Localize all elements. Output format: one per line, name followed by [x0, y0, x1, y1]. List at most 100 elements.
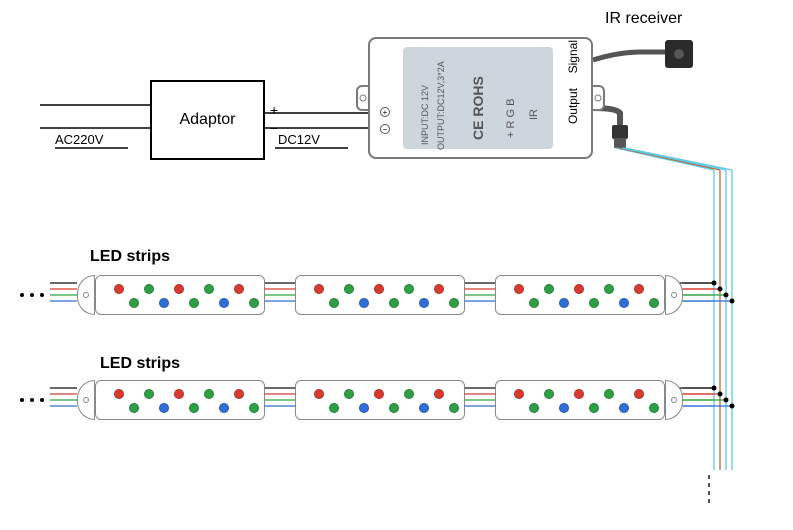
led-dot: [449, 403, 459, 413]
strip-module: [295, 380, 465, 420]
ellipsis-row2: [20, 398, 44, 402]
ellipsis-row1: [20, 293, 44, 297]
led-dot: [449, 298, 459, 308]
led-dot: [389, 403, 399, 413]
led-dot: [359, 298, 369, 308]
ctrl-output-text: OUTPUT:DC12V,3*2A: [436, 50, 446, 150]
strip-module: [95, 275, 265, 315]
led-dot: [589, 403, 599, 413]
led-dot: [234, 389, 244, 399]
led-dot: [219, 298, 229, 308]
led-dot: [344, 284, 354, 294]
led-dot: [189, 298, 199, 308]
led-dot: [249, 298, 259, 308]
ctrl-term-minus: −: [380, 124, 390, 134]
strip-module: [495, 380, 665, 420]
led-dot: [189, 403, 199, 413]
strip-cap-left: [77, 380, 95, 420]
led-dot: [634, 284, 644, 294]
led-dot: [559, 298, 569, 308]
led-dot: [329, 298, 339, 308]
output-label: Output: [566, 88, 580, 124]
strip-module: [95, 380, 265, 420]
led-dot: [174, 284, 184, 294]
led-dot: [314, 284, 324, 294]
bus-junction-dot: [730, 299, 735, 304]
led-dot: [174, 389, 184, 399]
led-dot: [329, 403, 339, 413]
led-dot: [204, 284, 214, 294]
led-dot: [114, 284, 124, 294]
minus-sign: −: [270, 120, 278, 136]
ctrl-rohs-text: CE ROHS: [470, 60, 486, 140]
led-dot: [204, 389, 214, 399]
led-dot: [559, 403, 569, 413]
led-dot: [574, 284, 584, 294]
ctrl-input-text: INPUT:DC 12V: [420, 55, 430, 145]
led-dot: [114, 389, 124, 399]
adaptor-box: Adaptor: [150, 80, 265, 160]
led-dot: [144, 284, 154, 294]
led-dot: [604, 284, 614, 294]
led-dot: [404, 284, 414, 294]
led-dot: [404, 389, 414, 399]
strip-module: [495, 275, 665, 315]
led-dot: [529, 403, 539, 413]
led-dot: [634, 389, 644, 399]
strip-cap-left: [77, 275, 95, 315]
ir-receiver-label: IR receiver: [605, 10, 682, 28]
bus-junction-dot: [730, 404, 735, 409]
bus-junction-dot: [724, 293, 729, 298]
led-dot: [589, 298, 599, 308]
strip-cap-right: [665, 380, 683, 420]
led-dot: [389, 298, 399, 308]
signal-label: Signal: [566, 40, 580, 73]
plus-sign: +: [270, 102, 278, 118]
led-strips-label-1: LED strips: [90, 248, 170, 266]
bus-junction-dot: [718, 392, 723, 397]
led-strips-label-2: LED strips: [100, 355, 180, 373]
ctrl-ir-text: IR: [528, 90, 540, 120]
strip-module: [295, 275, 465, 315]
led-dot: [649, 403, 659, 413]
led-dot: [529, 298, 539, 308]
led-dot: [129, 403, 139, 413]
led-dot: [419, 298, 429, 308]
led-dot: [544, 284, 554, 294]
led-dot: [649, 298, 659, 308]
led-dot: [344, 389, 354, 399]
led-dot: [619, 298, 629, 308]
led-dot: [619, 403, 629, 413]
led-dot: [419, 403, 429, 413]
led-dot: [514, 284, 524, 294]
led-dot: [574, 389, 584, 399]
led-dot: [314, 389, 324, 399]
led-dot: [604, 389, 614, 399]
ctrl-rgb-text: + R G B: [505, 62, 517, 138]
strip-cap-right: [665, 275, 683, 315]
led-dot: [374, 284, 384, 294]
led-dot: [159, 298, 169, 308]
led-dot: [129, 298, 139, 308]
led-dot: [159, 403, 169, 413]
led-dot: [144, 389, 154, 399]
bus-junction-dot: [712, 386, 717, 391]
led-dot: [544, 389, 554, 399]
led-dot: [514, 389, 524, 399]
dc-label: DC12V: [278, 132, 320, 147]
led-dot: [219, 403, 229, 413]
controller-mount-right: [591, 85, 605, 111]
led-dot: [434, 284, 444, 294]
led-dot: [359, 403, 369, 413]
adaptor-text: Adaptor: [179, 111, 235, 129]
led-dot: [374, 389, 384, 399]
led-dot: [249, 403, 259, 413]
bus-junction-dot: [718, 287, 723, 292]
ac-label: AC220V: [55, 132, 103, 147]
bus-junction-dot: [712, 281, 717, 286]
bus-junction-dot: [724, 398, 729, 403]
ir-receiver-icon: [665, 40, 693, 68]
led-dot: [434, 389, 444, 399]
ctrl-term-plus: +: [380, 107, 390, 117]
led-dot: [234, 284, 244, 294]
